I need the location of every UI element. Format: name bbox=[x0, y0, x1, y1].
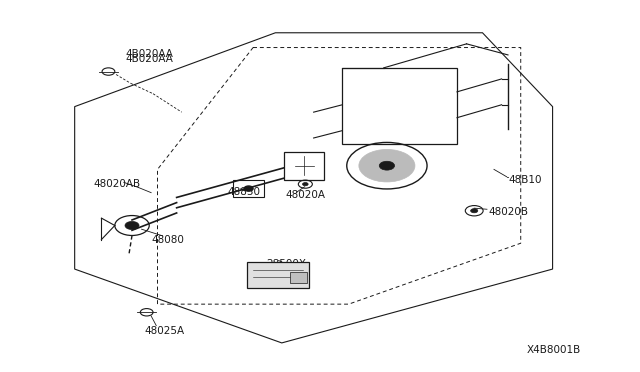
Circle shape bbox=[303, 183, 308, 186]
Text: 48020B: 48020B bbox=[489, 207, 529, 217]
Circle shape bbox=[380, 161, 394, 170]
Text: 48B10: 48B10 bbox=[508, 176, 541, 186]
Text: 48025A: 48025A bbox=[145, 326, 185, 336]
Text: 48020A: 48020A bbox=[285, 190, 325, 200]
Text: 4B020AA: 4B020AA bbox=[125, 49, 173, 59]
Bar bbox=[234, 180, 264, 198]
Text: 4B020AA: 4B020AA bbox=[125, 54, 173, 64]
Circle shape bbox=[470, 209, 478, 213]
Text: 48080: 48080 bbox=[151, 234, 184, 244]
Text: 48830: 48830 bbox=[228, 186, 260, 196]
Circle shape bbox=[244, 186, 253, 191]
Circle shape bbox=[359, 150, 415, 182]
Bar bbox=[290, 272, 307, 283]
Text: 48020AB: 48020AB bbox=[94, 179, 141, 189]
Text: X4B8001B: X4B8001B bbox=[527, 345, 581, 355]
Text: 28500X: 28500X bbox=[266, 259, 306, 269]
Circle shape bbox=[125, 221, 139, 230]
FancyBboxPatch shape bbox=[246, 262, 309, 288]
